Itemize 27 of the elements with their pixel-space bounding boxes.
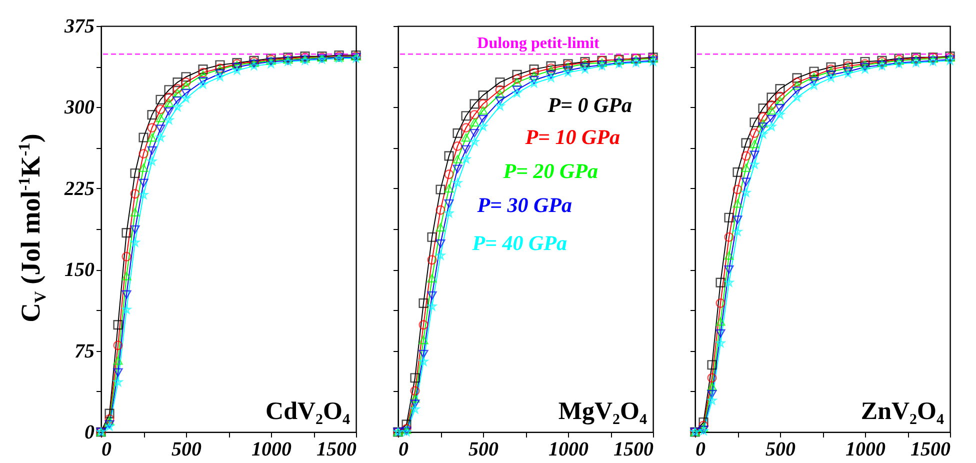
- y-tick-label: 375: [64, 16, 94, 38]
- x-tick-label: 1000: [846, 438, 886, 460]
- x-tick-label: 1000: [548, 438, 588, 460]
- x-tick-label: 500: [468, 438, 498, 460]
- x-tick-label: 0: [696, 438, 706, 460]
- annotation: MgV₂O₄: [558, 398, 648, 425]
- y-tick-label: 0: [84, 422, 94, 444]
- x-tick-label: 1500: [316, 438, 356, 460]
- series-label: P= 40 GPa: [471, 231, 567, 255]
- x-tick-label: 1500: [910, 438, 950, 460]
- annotation: CdV₂O₄: [266, 398, 350, 425]
- y-tick-label: 75: [74, 340, 94, 362]
- x-tick-label: 500: [766, 438, 796, 460]
- y-tick-label: 300: [64, 96, 94, 119]
- series-label: P= 0 GPa: [546, 93, 632, 117]
- series-label: P= 20 GPa: [502, 159, 598, 183]
- y-tick-label: 225: [64, 178, 94, 200]
- ref-line-label: Dulong petit-limit: [477, 35, 600, 52]
- x-tick-label: 0: [102, 438, 112, 460]
- x-tick-label: 500: [172, 438, 202, 460]
- x-tick-label: 0: [398, 438, 408, 460]
- annotation: ZnV₂O₄: [860, 398, 944, 425]
- series-label: P= 10 GPa: [524, 125, 620, 149]
- x-tick-label: 1500: [614, 438, 654, 460]
- x-tick-label: 1000: [252, 438, 292, 460]
- series-label: P= 30 GPa: [476, 193, 572, 217]
- y-tick-label: 150: [64, 259, 94, 282]
